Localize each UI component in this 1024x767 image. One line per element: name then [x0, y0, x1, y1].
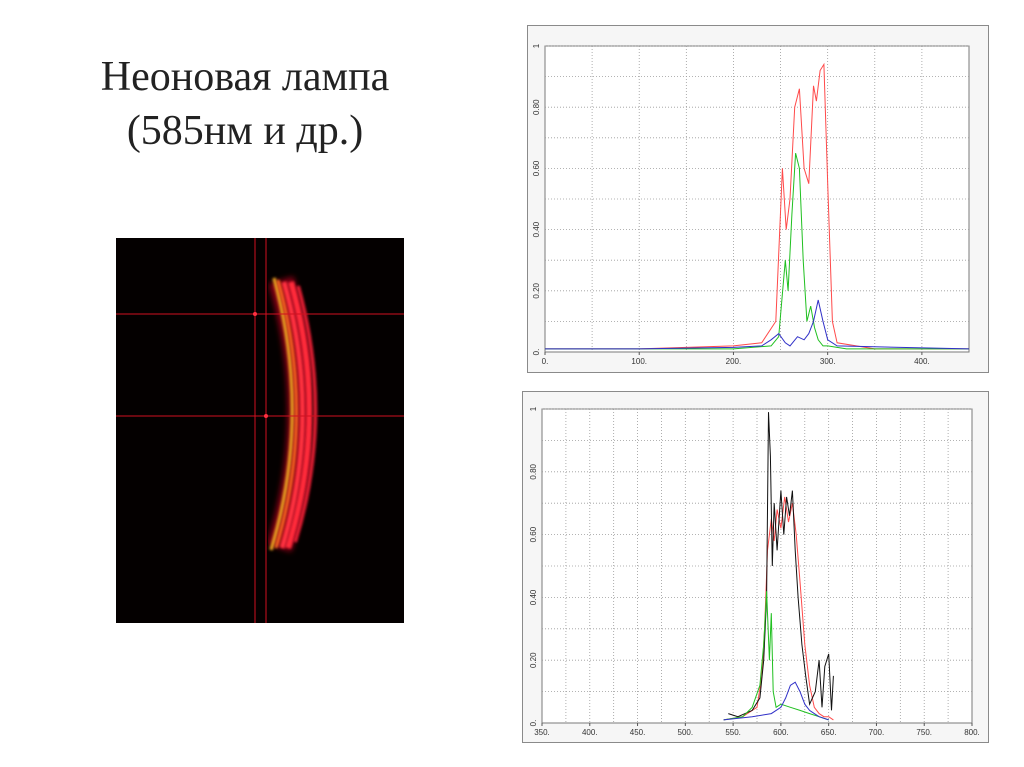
y-tick-label: 0.20	[532, 282, 541, 298]
series-line-3	[545, 299, 970, 350]
spectrum-chart-2-plot: 350. 400. 450. 500. 550. 600. 650. 700. 750. 800.…	[529, 406, 980, 737]
slide-title: Неоновая лампа (585нм и др.)	[40, 50, 450, 158]
series-line-2	[545, 152, 969, 350]
y-tick-label: 1	[532, 43, 541, 48]
x-tick-label: 100.	[631, 357, 647, 366]
x-tick-label: 700.	[869, 728, 885, 737]
series-line-3	[723, 591, 829, 721]
plot-area	[544, 45, 970, 353]
y-tick-label: 0.60	[532, 160, 541, 176]
y-tick-label: 0.20	[529, 652, 538, 668]
x-tick-label: 300.	[820, 357, 836, 366]
x-tick-label: 500.	[678, 728, 694, 737]
x-tick-label: 750.	[916, 728, 932, 737]
y-tick-label: 0.	[532, 349, 541, 356]
x-tick-label: 800.	[964, 728, 980, 737]
series-line-2	[728, 412, 834, 718]
y-tick-label: 0.40	[529, 589, 538, 605]
spectrum-chart-pixels: 0. 100. 200. 300. 400. 0. 0.20 0.40 0.60 0.80 1	[527, 25, 989, 373]
x-tick-label: 400.	[582, 728, 598, 737]
series-line-1	[545, 62, 969, 350]
x-tick-label: 450.	[630, 728, 646, 737]
x-tick-label: 200.	[726, 357, 742, 366]
y-tick-label: 1	[529, 406, 538, 411]
y-tick-label: 0.80	[532, 99, 541, 115]
title-line-2: (585нм и др.)	[126, 108, 364, 154]
x-tick-label: 350.	[534, 728, 550, 737]
x-tick-label: 600.	[773, 728, 789, 737]
x-tick-label: 550.	[725, 728, 741, 737]
y-tick-label: 0.	[529, 720, 538, 727]
x-tick-label: 0.	[542, 357, 549, 366]
x-tick-label: 400.	[914, 357, 930, 366]
spectrum-photo-image	[116, 238, 404, 623]
x-tick-label: 650.	[821, 728, 837, 737]
spectrum-chart-wavelength: 350. 400. 450. 500. 550. 600. 650. 700. 750. 800.…	[522, 391, 989, 743]
neon-spectrum-photo	[116, 238, 404, 623]
spectrum-chart-1-plot: 0. 100. 200. 300. 400. 0. 0.20 0.40 0.60 0.80 1	[532, 43, 970, 366]
title-line-1: Неоновая лампа	[100, 54, 390, 100]
y-tick-label: 0.40	[532, 221, 541, 237]
y-tick-label: 0.80	[529, 463, 538, 479]
y-tick-label: 0.60	[529, 526, 538, 542]
series-line-4	[723, 681, 829, 721]
